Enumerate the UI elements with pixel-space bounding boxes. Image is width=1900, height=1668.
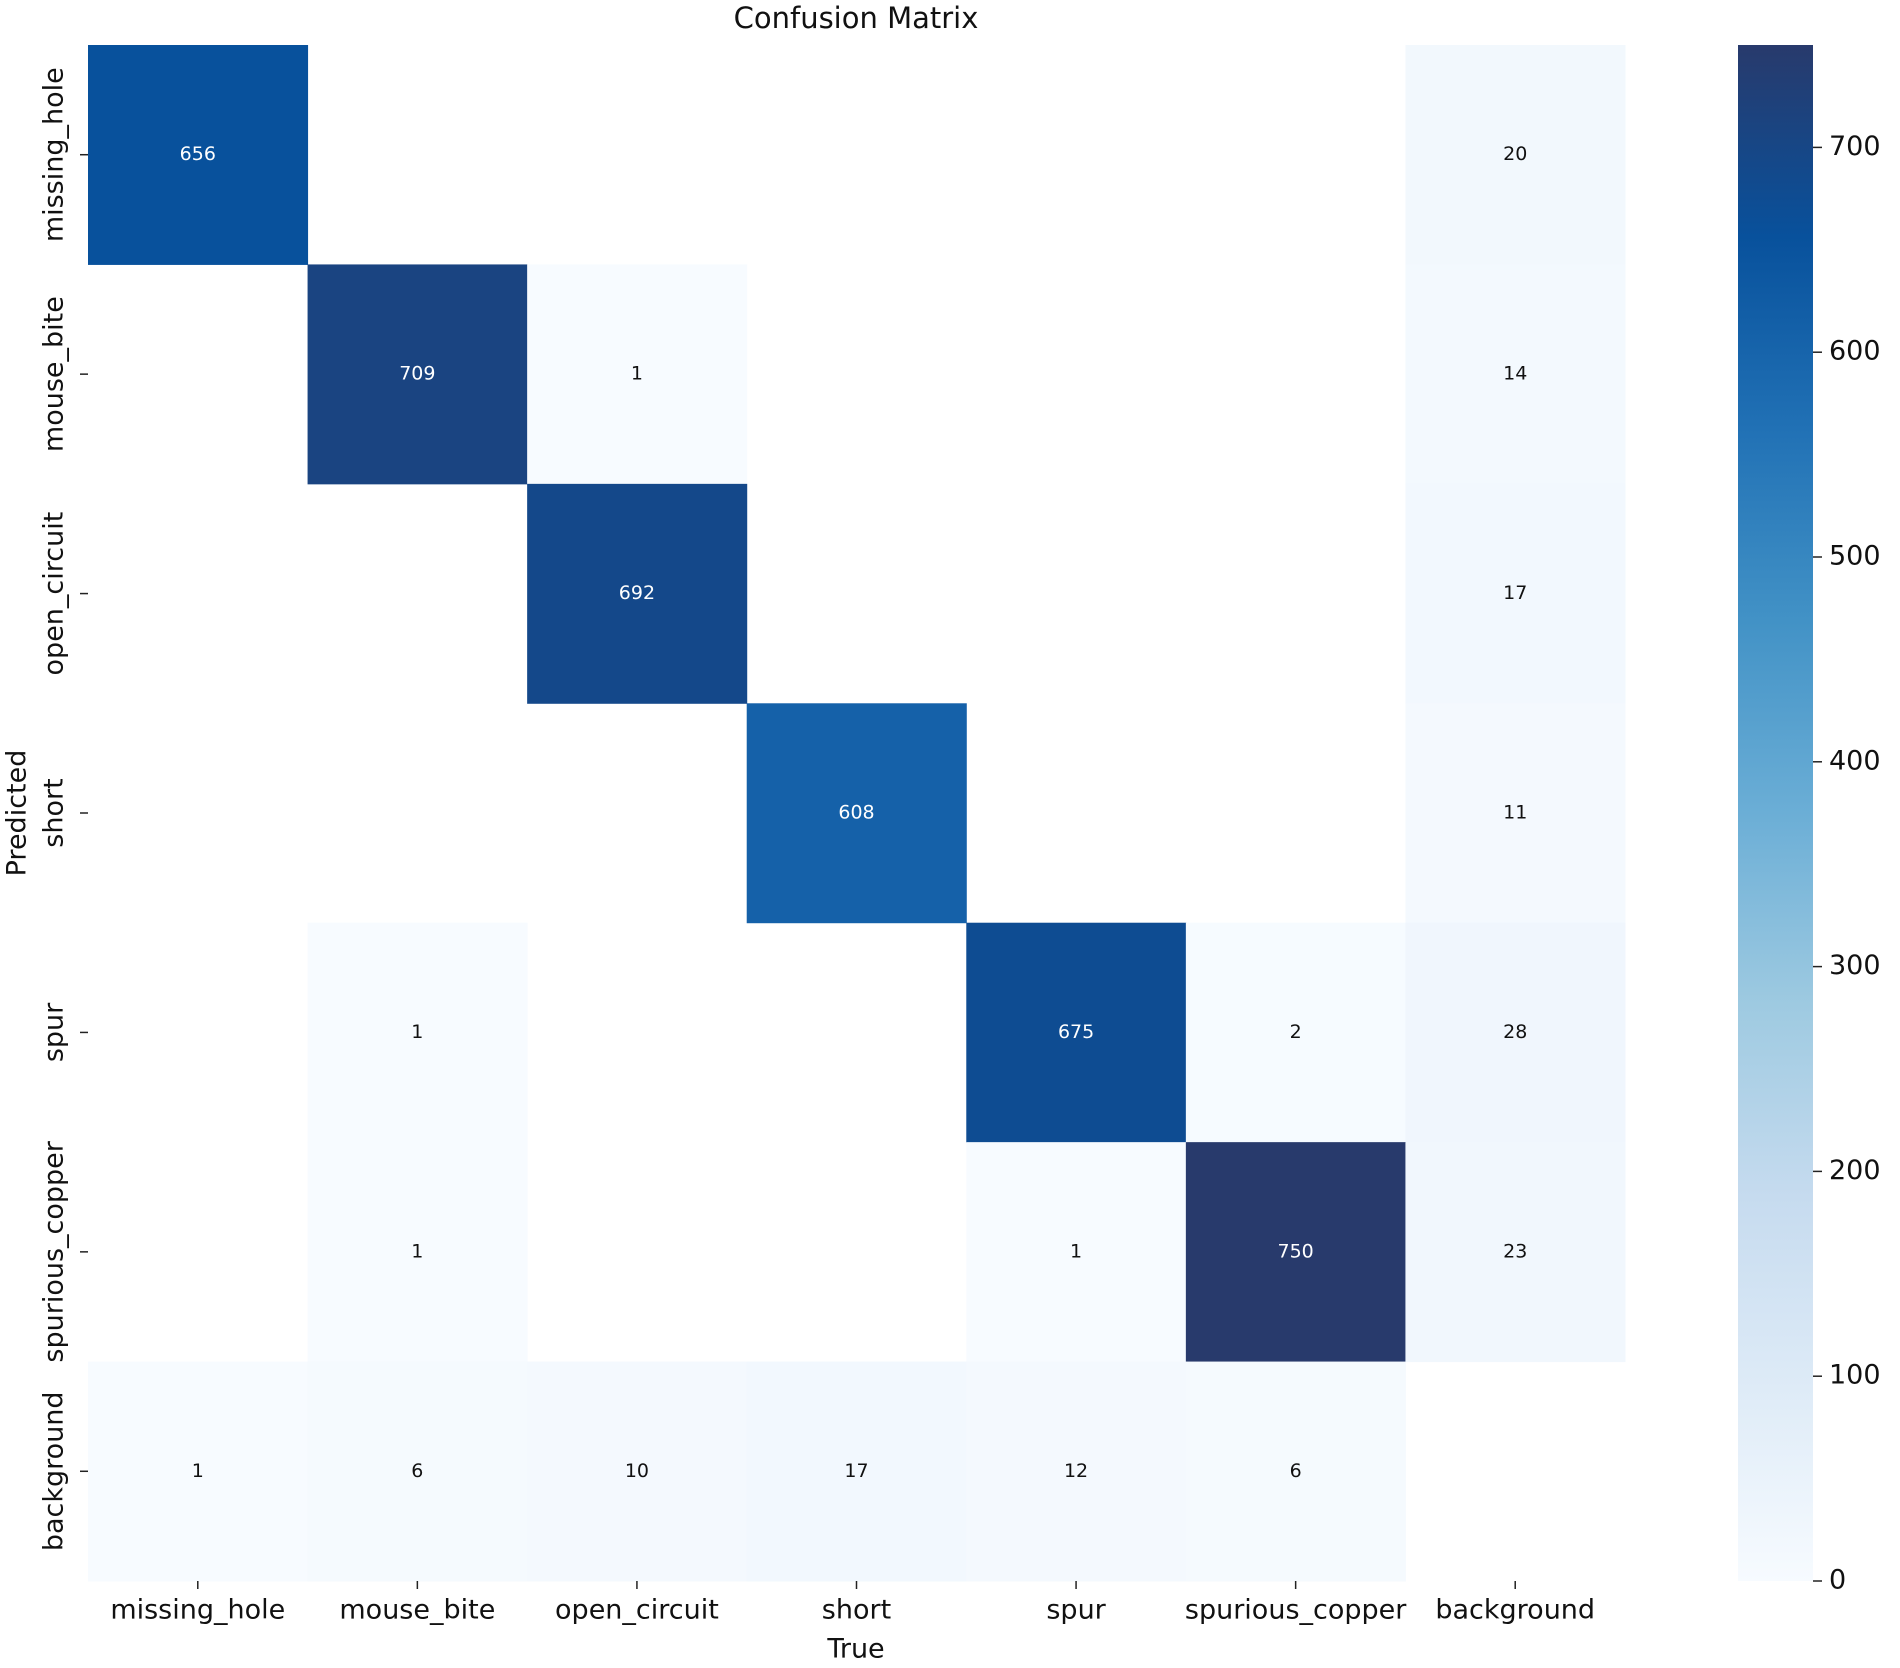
cell-value-label: 608 [838,802,874,824]
heatmap-cell [1405,264,1626,485]
x-tick-label: mouse_bite [339,1595,495,1626]
cell-value-label: 1 [411,1240,423,1262]
cell-value-label: 2 [1290,1021,1302,1043]
cell-value-label: 750 [1278,1240,1314,1262]
cell-value-label: 17 [1503,582,1527,604]
y-tick-label: mouse_bite [39,296,70,452]
y-tick-label: spur [39,1002,70,1062]
y-tick-label: short [39,778,70,847]
cell-value-label: 12 [1064,1460,1088,1482]
heatmap-cell [1185,1361,1406,1582]
heatmap-cell [307,1142,528,1363]
heatmap-cell [1405,483,1626,704]
cell-value-label: 28 [1503,1021,1527,1043]
x-tick-label: spurious_copper [1185,1595,1407,1626]
cell-value-label: 675 [1058,1021,1094,1043]
heatmap-cell [307,264,528,485]
colorbar-tick-label: 700 [1829,131,1881,162]
cell-value-label: 1 [192,1460,204,1482]
cell-value-label: 10 [625,1460,649,1482]
heatmap-cell [527,264,748,485]
heatmap-cell [527,1361,748,1582]
y-tick-label: background [39,1391,70,1551]
x-axis-label: True [826,1634,884,1665]
heatmap-cell [1405,703,1626,924]
colorbar-tick-label: 500 [1829,541,1881,572]
colorbar-tick-label: 400 [1829,745,1881,776]
heatmap-cell [1185,1142,1406,1363]
colorbar-tick-label: 600 [1829,336,1881,367]
heatmap-cell [966,922,1187,1143]
heatmap-cell [307,922,528,1143]
heatmap-cell [1405,922,1626,1143]
x-tick-label: open_circuit [555,1595,719,1626]
chart-title: Confusion Matrix [734,1,979,35]
heatmap-cell [1185,922,1406,1143]
heatmap-cell [966,1142,1187,1363]
cell-value-label: 1 [631,363,643,385]
cell-value-label: 692 [619,582,655,604]
cell-value-label: 17 [844,1460,868,1482]
heatmap-cell [88,45,309,265]
cell-value-label: 1 [411,1021,423,1043]
y-tick-label: open_circuit [39,512,70,676]
x-tick-label: short [822,1595,891,1626]
heatmap-cell [88,1361,309,1582]
colorbar-tick-label: 300 [1829,950,1881,981]
x-tick-label: background [1435,1595,1595,1626]
colorbar [1738,45,1813,1581]
heatmap-cell [307,1361,528,1582]
cell-value-label: 709 [399,363,435,385]
cell-value-label: 14 [1503,363,1527,385]
heatmap-cell [746,703,967,924]
cell-value-label: 11 [1503,802,1527,824]
x-tick-label: missing_hole [110,1595,285,1626]
colorbar-tick-label: 0 [1829,1565,1846,1596]
colorbar-tick-label: 100 [1829,1360,1881,1391]
heatmap-cell [966,1361,1187,1582]
heatmap-cell [1405,45,1626,265]
cell-value-label: 20 [1503,143,1527,165]
heatmap-cell [527,483,748,704]
cell-value-label: 656 [180,143,216,165]
cell-value-label: 6 [1290,1460,1302,1482]
cell-value-label: 23 [1503,1240,1527,1262]
heatmap-cell [746,1361,967,1582]
cell-value-label: 6 [411,1460,423,1482]
heatmap-cell [1405,1142,1626,1363]
colorbar-tick-label: 200 [1829,1155,1881,1186]
cell-value-label: 1 [1070,1240,1082,1262]
y-tick-label: spurious_copper [39,1140,70,1362]
x-tick-label: spur [1046,1595,1106,1626]
y-axis-label: Predicted [2,750,33,877]
y-tick-label: missing_hole [39,67,70,242]
